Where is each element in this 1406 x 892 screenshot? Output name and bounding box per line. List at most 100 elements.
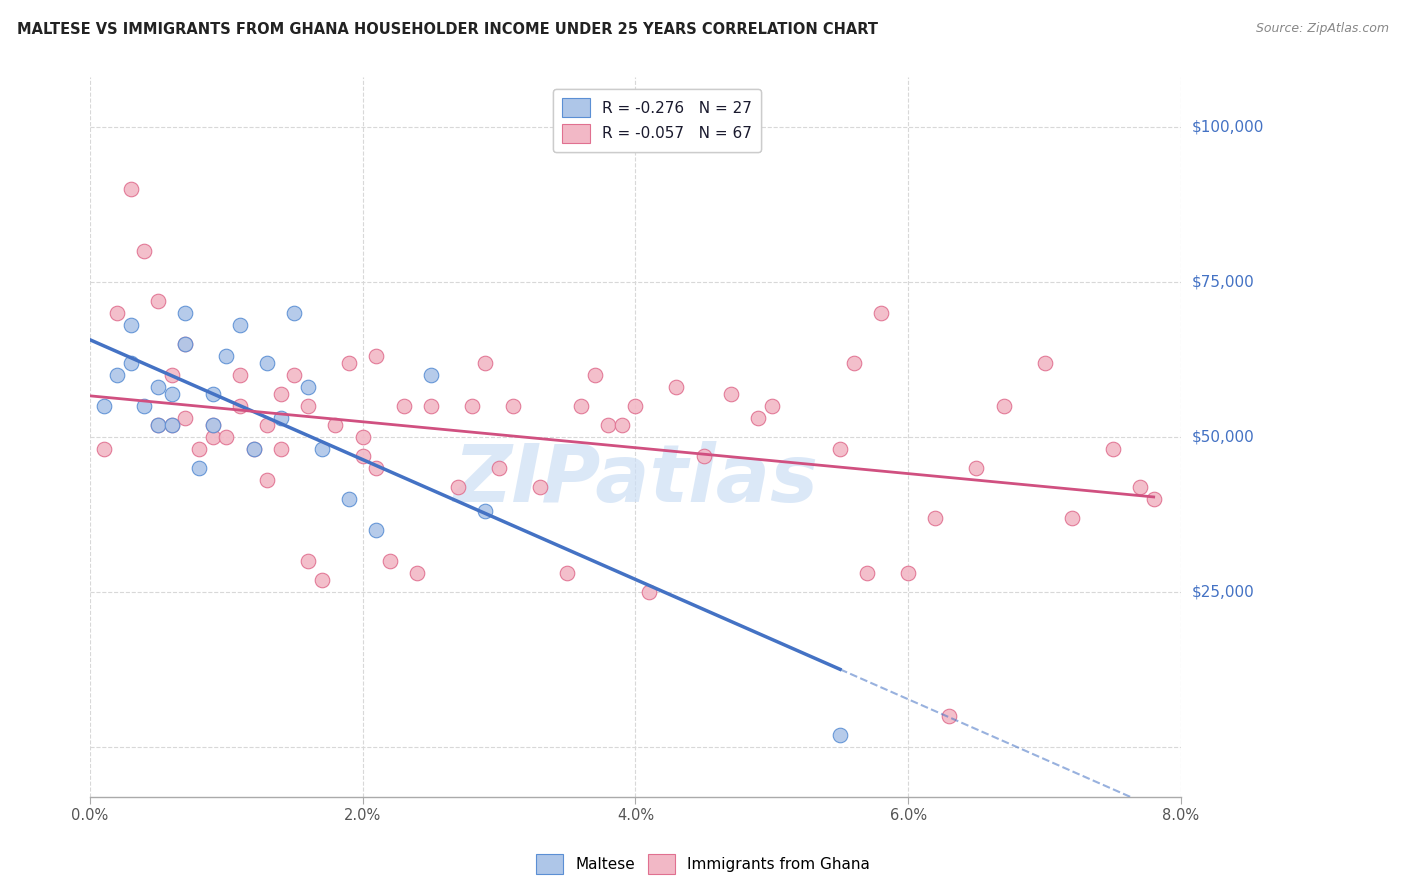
Point xyxy=(665,380,688,394)
Point xyxy=(938,709,960,723)
Point xyxy=(283,306,305,320)
Point xyxy=(583,368,606,382)
Point xyxy=(352,449,374,463)
Point xyxy=(461,399,484,413)
Point xyxy=(828,728,851,742)
Point xyxy=(270,442,292,457)
Point xyxy=(134,244,156,258)
Point xyxy=(419,368,441,382)
Legend: R = -0.276   N = 27, R = -0.057   N = 67: R = -0.276 N = 27, R = -0.057 N = 67 xyxy=(554,88,761,153)
Point xyxy=(188,442,211,457)
Text: Source: ZipAtlas.com: Source: ZipAtlas.com xyxy=(1256,22,1389,36)
Point xyxy=(297,380,319,394)
Point xyxy=(160,386,183,401)
Point xyxy=(215,430,238,444)
Point xyxy=(924,510,946,524)
Point xyxy=(201,417,224,432)
Point xyxy=(146,417,169,432)
Point xyxy=(120,182,142,196)
Point xyxy=(201,417,224,432)
Point xyxy=(406,566,429,581)
Point xyxy=(366,523,388,537)
Point xyxy=(598,417,620,432)
Point xyxy=(610,417,633,432)
Point xyxy=(828,442,851,457)
Point xyxy=(842,356,865,370)
Point xyxy=(692,449,714,463)
Point xyxy=(256,474,278,488)
Point xyxy=(856,566,879,581)
Point xyxy=(146,380,169,394)
Point xyxy=(256,417,278,432)
Text: $75,000: $75,000 xyxy=(1192,275,1254,290)
Point xyxy=(229,399,252,413)
Point xyxy=(392,399,415,413)
Point xyxy=(174,337,197,351)
Point xyxy=(160,368,183,382)
Point xyxy=(569,399,592,413)
Point xyxy=(1101,442,1123,457)
Point xyxy=(419,399,441,413)
Point xyxy=(761,399,783,413)
Point xyxy=(242,442,264,457)
Legend: Maltese, Immigrants from Ghana: Maltese, Immigrants from Ghana xyxy=(530,848,876,880)
Point xyxy=(188,461,211,475)
Point xyxy=(146,417,169,432)
Point xyxy=(242,442,264,457)
Point xyxy=(160,417,183,432)
Text: ZIPatlas: ZIPatlas xyxy=(453,442,818,519)
Point xyxy=(311,442,333,457)
Point xyxy=(624,399,647,413)
Point xyxy=(352,430,374,444)
Point xyxy=(105,306,128,320)
Point xyxy=(174,411,197,425)
Point xyxy=(93,442,115,457)
Point xyxy=(201,430,224,444)
Text: $100,000: $100,000 xyxy=(1192,120,1264,135)
Point xyxy=(229,368,252,382)
Point xyxy=(297,554,319,568)
Point xyxy=(311,573,333,587)
Point xyxy=(720,386,742,401)
Point xyxy=(134,399,156,413)
Point xyxy=(270,386,292,401)
Point xyxy=(447,480,470,494)
Point xyxy=(174,306,197,320)
Point xyxy=(146,293,169,308)
Point xyxy=(120,356,142,370)
Point xyxy=(897,566,920,581)
Point xyxy=(1143,491,1166,506)
Point xyxy=(120,318,142,333)
Point xyxy=(283,368,305,382)
Point xyxy=(747,411,769,425)
Point xyxy=(325,417,347,432)
Point xyxy=(215,350,238,364)
Point xyxy=(256,356,278,370)
Point xyxy=(337,491,360,506)
Point xyxy=(270,411,292,425)
Point xyxy=(488,461,510,475)
Point xyxy=(1060,510,1083,524)
Point xyxy=(555,566,578,581)
Point xyxy=(160,417,183,432)
Point xyxy=(529,480,551,494)
Point xyxy=(174,337,197,351)
Point xyxy=(474,504,496,518)
Point xyxy=(366,350,388,364)
Point xyxy=(378,554,401,568)
Point xyxy=(1033,356,1056,370)
Point xyxy=(201,386,224,401)
Point xyxy=(993,399,1015,413)
Point xyxy=(870,306,893,320)
Point xyxy=(474,356,496,370)
Point xyxy=(1129,480,1152,494)
Text: $25,000: $25,000 xyxy=(1192,584,1254,599)
Point xyxy=(93,399,115,413)
Point xyxy=(229,318,252,333)
Text: $50,000: $50,000 xyxy=(1192,430,1254,444)
Point xyxy=(297,399,319,413)
Point xyxy=(105,368,128,382)
Text: MALTESE VS IMMIGRANTS FROM GHANA HOUSEHOLDER INCOME UNDER 25 YEARS CORRELATION C: MALTESE VS IMMIGRANTS FROM GHANA HOUSEHO… xyxy=(17,22,877,37)
Point xyxy=(502,399,524,413)
Point xyxy=(965,461,987,475)
